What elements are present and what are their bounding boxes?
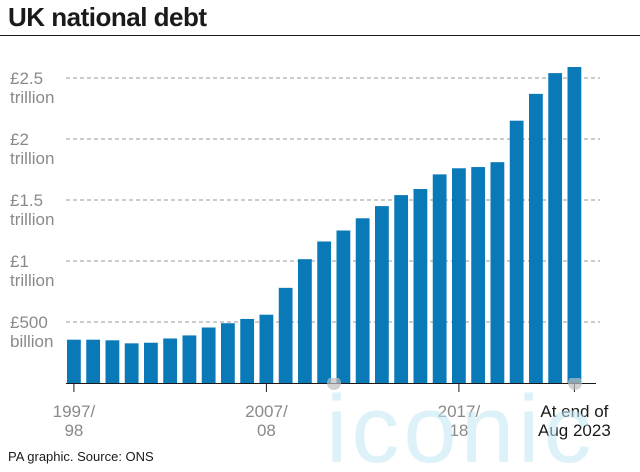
bar: [182, 335, 197, 383]
y-tick-label: £500 billion: [10, 313, 53, 351]
y-tick-label: £2 trillion: [10, 130, 54, 168]
x-tick-label: 1997/98: [53, 402, 96, 440]
title-divider: [0, 35, 640, 36]
x-tick-label: At end of Aug 2023: [538, 402, 611, 440]
y-tick-label: £2.5 trillion: [10, 69, 54, 107]
bar: [336, 230, 351, 383]
bar: [394, 195, 409, 383]
bar: [471, 167, 486, 383]
bar-chart: £500 billion £1 trillion £1.5 trillion £2 trill…: [10, 67, 611, 440]
watermark-logo: iconic: [326, 378, 595, 468]
bar: [452, 168, 466, 383]
bar: [509, 120, 524, 383]
x-axis-labels: 1997/98 2007/08 2017/18 At end of Aug 2023: [53, 402, 611, 440]
bar: [144, 342, 158, 383]
bar: [163, 338, 178, 383]
y-tick-label: £1.5 trillion: [10, 191, 54, 229]
bar: [355, 218, 370, 383]
bar: [567, 67, 582, 384]
bar: [124, 343, 139, 383]
bars: [67, 67, 582, 384]
bar: [298, 259, 312, 383]
watermark-text: iconic: [326, 378, 595, 468]
watermark-dot-2: [568, 378, 582, 390]
watermark-dot-1: [327, 378, 341, 390]
bar: [240, 318, 255, 383]
bar: [86, 339, 101, 383]
bar: [375, 206, 389, 383]
bar: [201, 327, 216, 383]
bar: [67, 339, 81, 383]
bar: [259, 314, 274, 383]
bar: [548, 73, 563, 384]
bar: [432, 174, 447, 383]
bar: [105, 340, 120, 383]
y-axis-labels: £500 billion £1 trillion £1.5 trillion £2 trill…: [10, 69, 54, 351]
chart-title: UK national debt: [8, 2, 207, 32]
bar: [278, 287, 293, 383]
bar: [317, 241, 332, 383]
y-tick-label: £1 trillion: [10, 252, 54, 290]
bar: [529, 93, 543, 384]
x-tick-label: 2007/08: [245, 402, 288, 440]
source-note: PA graphic. Source: ONS: [8, 449, 154, 464]
bar: [413, 189, 428, 383]
bar: [490, 162, 505, 383]
x-tick-label: 2017/18: [438, 402, 481, 440]
bar: [221, 323, 235, 383]
